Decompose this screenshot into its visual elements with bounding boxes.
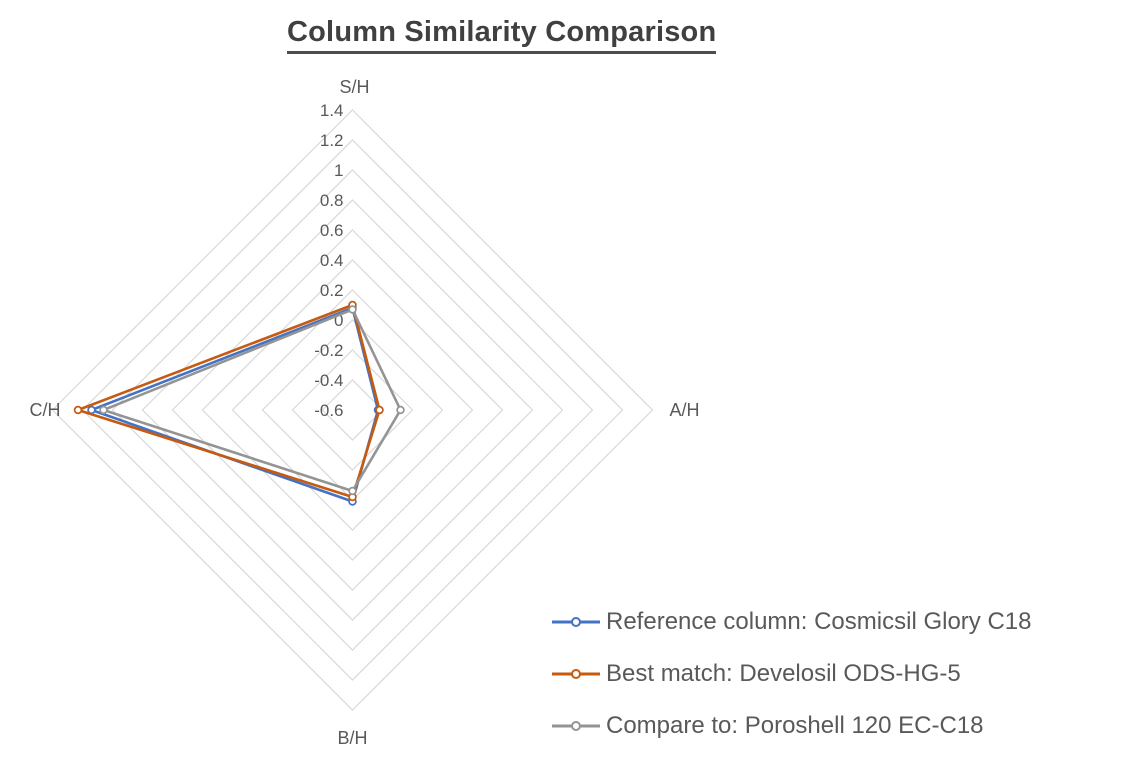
- legend-label: Compare to: Poroshell 120 EC-C18: [606, 712, 984, 739]
- grid-ring: [291, 349, 414, 471]
- radial-tick-label: 1.4: [320, 101, 344, 120]
- grid-ring: [231, 289, 474, 531]
- grid-ring: [321, 379, 384, 441]
- axis-label-bh: B/H: [337, 728, 367, 748]
- series-1-marker-ch: [73, 405, 83, 415]
- series-2-marker-bh: [348, 486, 357, 496]
- grid-ring: [261, 319, 444, 501]
- axis-label-ah: A/H: [670, 400, 700, 420]
- radial-tick-label: 0: [334, 311, 343, 330]
- axis-label-sh: S/H: [339, 77, 369, 97]
- legend-label: Reference column: Cosmicsil Glory C18: [606, 608, 1032, 635]
- grid-ring: [81, 139, 624, 681]
- legend-item-best-match: Best match: Develosil ODS-HG-5: [551, 648, 1031, 700]
- chart-title: Column Similarity Comparison: [287, 16, 717, 54]
- series-1-marker-ah: [375, 405, 384, 415]
- grid-ring: [141, 199, 564, 621]
- grid-ring: [201, 259, 504, 561]
- legend-label: Best match: Develosil ODS-HG-5: [606, 660, 961, 687]
- legend-item-compare-to: Compare to: Poroshell 120 EC-C18: [551, 700, 1031, 752]
- legend-line-marker-icon: [552, 721, 600, 731]
- radial-tick-label: 1.2: [320, 131, 344, 150]
- grid-ring: [111, 169, 594, 651]
- series-2-marker-ch: [99, 405, 108, 415]
- grid-ring: [51, 109, 654, 711]
- series-2-marker-ah: [396, 405, 405, 415]
- series-2-marker-sh: [348, 305, 357, 314]
- legend-line-marker-icon: [552, 669, 600, 679]
- legend-item-reference-column: Reference column: Cosmicsil Glory C18: [551, 596, 1031, 648]
- radial-tick-label: 0.6: [320, 221, 344, 240]
- radial-tick-label: 0.4: [320, 251, 344, 270]
- series-2-line: [102, 308, 402, 493]
- radial-tick-label: -0.4: [314, 371, 343, 390]
- radial-tick-label: 0.8: [320, 191, 344, 210]
- legend-line-marker-icon: [552, 617, 600, 627]
- radial-tick-label: 1: [334, 161, 343, 180]
- axis-label-ch: C/H: [30, 400, 61, 420]
- radial-tick-label: -0.2: [314, 341, 343, 360]
- radial-tick-label: 0.2: [320, 281, 344, 300]
- grid-ring: [171, 229, 534, 591]
- radial-tick-label: -0.6: [314, 401, 343, 420]
- legend: Reference column: Cosmicsil Glory C18 Be…: [551, 596, 1031, 752]
